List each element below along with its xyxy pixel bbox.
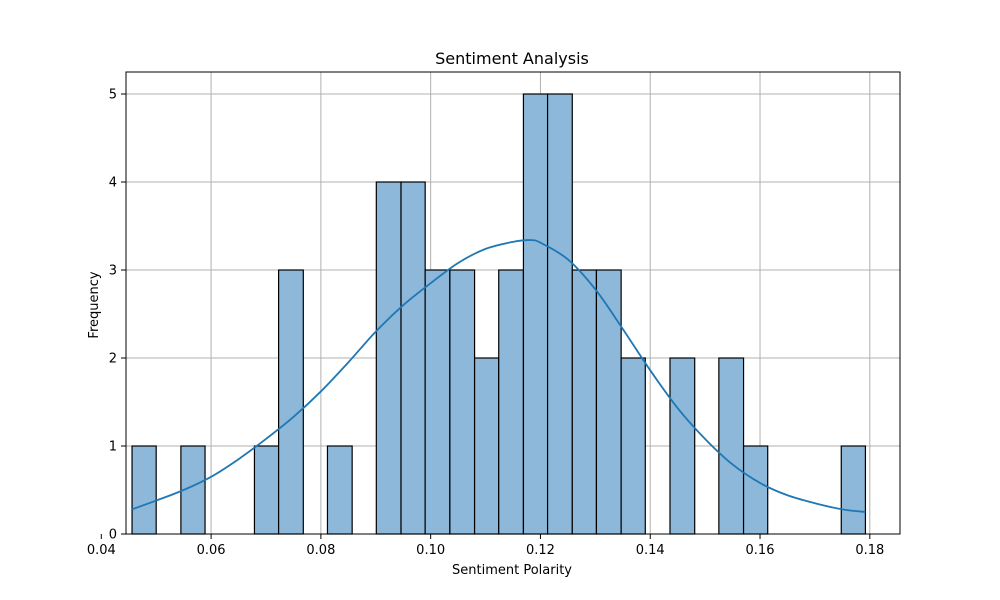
histogram-bar [620,357,646,535]
y-tick-label: 1 [109,440,117,455]
histogram-bar [571,269,598,535]
x-tick-label: 0.04 [87,543,116,558]
y-tick-label: 0 [109,528,117,543]
y-tick-label: 3 [109,264,117,279]
kde-line [131,239,866,513]
histogram-bar [326,445,353,535]
x-axis-label: Sentiment Polarity [452,563,572,578]
y-axis-label: Frequency [87,271,102,338]
chart-title: Sentiment Analysis [435,49,589,68]
y-tick-label: 5 [109,88,117,103]
x-tick-label: 0.08 [306,543,335,558]
x-tick-label: 0.16 [746,543,775,558]
histogram-bar [449,269,476,535]
histogram-bar [375,181,402,535]
histogram-bars [131,93,867,535]
plot-frame [125,71,901,535]
y-tick-label: 4 [109,176,117,191]
y-axis-ticks: 0 1 2 3 4 5 [109,88,126,543]
histogram-bar [718,357,745,535]
histogram-bar [742,445,769,535]
histogram-bar [473,357,500,535]
histogram-bar [400,181,426,535]
histogram-bar [253,445,280,535]
histogram-bar [278,269,304,535]
x-axis-ticks: 0.04 0.06 0.08 0.10 0.12 0.14 0.16 0.18 [87,534,884,558]
kde-curve [131,239,866,513]
histogram-bar [131,445,157,535]
histogram-bar [498,269,525,535]
x-tick-label: 0.14 [636,543,665,558]
x-tick-label: 0.18 [855,543,884,558]
x-tick-label: 0.12 [526,543,555,558]
histogram-bar [669,357,696,535]
histogram-bar [840,445,867,535]
histogram-bar [424,269,451,535]
histogram-bar [546,93,573,535]
histogram-bar [522,93,549,535]
y-tick-label: 2 [109,352,117,367]
x-tick-label: 0.10 [416,543,445,558]
x-tick-label: 0.06 [197,543,226,558]
